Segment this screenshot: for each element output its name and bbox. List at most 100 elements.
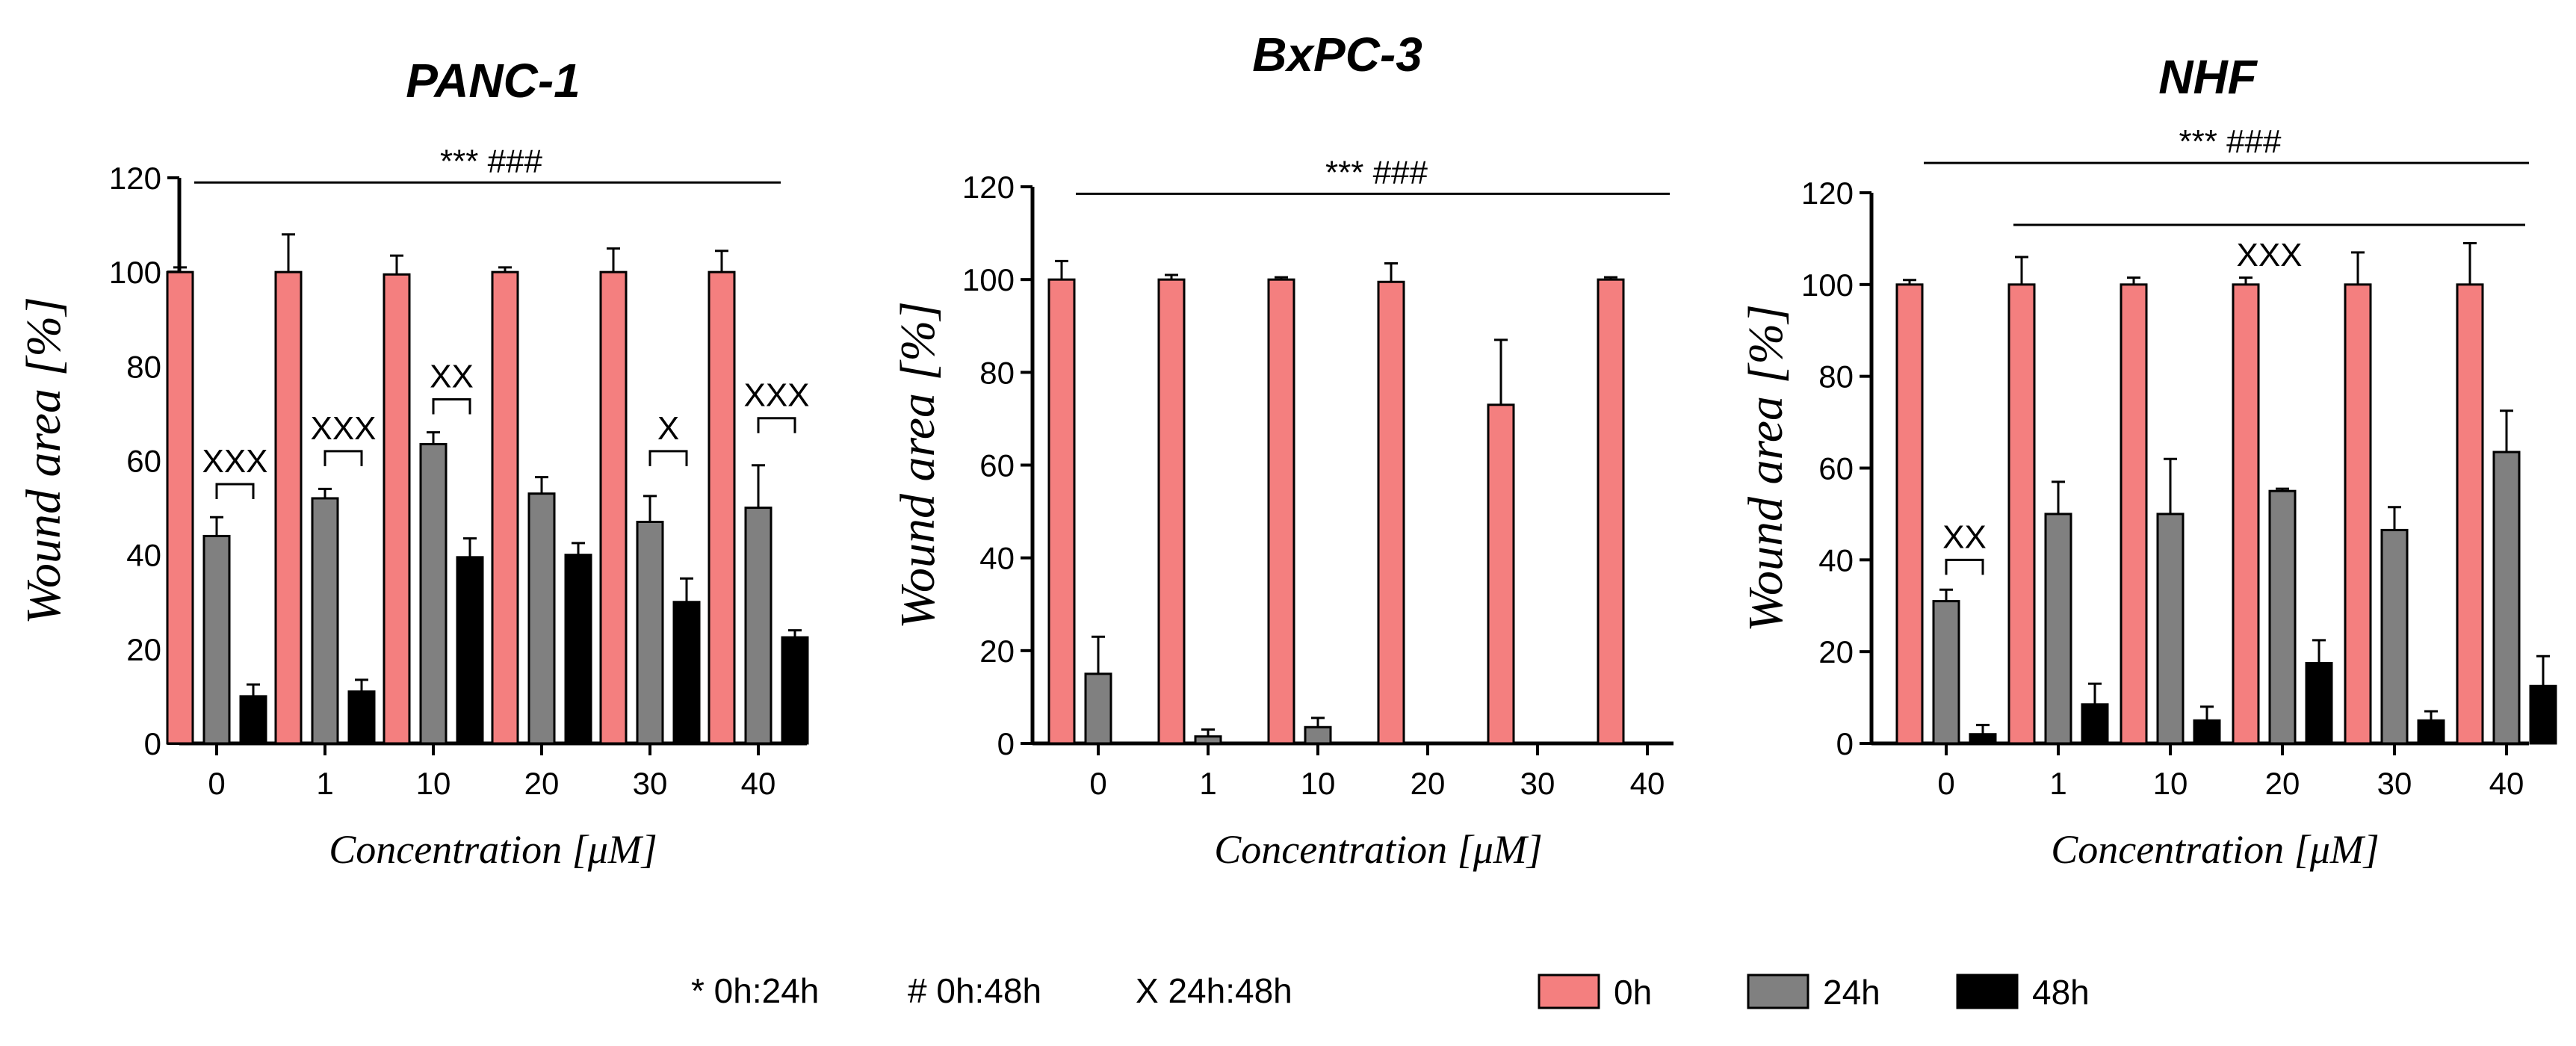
bar-24h [636, 521, 664, 745]
bar-48h [2193, 719, 2221, 745]
bracket-label: XXX [310, 410, 376, 447]
bar-48h [781, 636, 809, 745]
bar-24h [1304, 725, 1332, 745]
significance-label: *** ### [1325, 154, 1428, 191]
bar-24h [2492, 451, 2521, 745]
y-tick-label: 20 [126, 632, 161, 667]
significance-bracket [432, 397, 471, 415]
significance-bracket [323, 450, 363, 466]
x-tick-label: 30 [1520, 766, 1555, 801]
bar-0h [1487, 403, 1515, 745]
x-tick-label: 30 [2377, 766, 2412, 801]
significance-label: *** ### [2179, 123, 2282, 160]
x-tick-label: 10 [1301, 766, 1336, 801]
bar-48h [564, 554, 592, 745]
bracket-label: XX [1942, 519, 1987, 555]
bar-48h [239, 695, 267, 745]
x-tick-label: 20 [524, 766, 560, 801]
series-legend: 0h 24h 48h [1538, 973, 2090, 1012]
bar-48h [2529, 684, 2557, 745]
x-tick-label: 1 [1199, 766, 1216, 801]
significance-legend-item: # 0h:48h [908, 971, 1041, 1010]
bar-48h [456, 556, 484, 745]
y-tick-label: 80 [979, 355, 1015, 390]
y-tick-label: 60 [979, 448, 1015, 483]
x-tick-label: 0 [208, 766, 225, 801]
bar-24h [1194, 735, 1222, 745]
bar-48h [2305, 662, 2333, 745]
x-tick-label: 0 [1089, 766, 1106, 801]
significance-legend: * 0h:24h # 0h:48h X 24h:48h [691, 971, 1292, 1010]
x-tick-label: 0 [1937, 766, 1954, 801]
bar-0h [599, 270, 628, 745]
chart-title: PANC-1 [406, 54, 580, 108]
panel-bxpc-3: BxPC-3 0 20 40 60 80 100 120 0 1 10 20 30 40 Wound are… [891, 28, 1674, 872]
x-axis-label: Concentration [μM] [2051, 827, 2380, 872]
bar-24h [527, 492, 556, 745]
y-tick-label: 100 [962, 262, 1015, 297]
bar-24h [202, 534, 231, 745]
x-tick-label: 30 [633, 766, 668, 801]
legend-swatch-0h [1538, 974, 1600, 1009]
x-tick-label: 1 [316, 766, 333, 801]
significance-label: XXX [2236, 237, 2302, 273]
x-axis-label: Concentration [μM] [329, 827, 657, 872]
bracket-label: X [657, 410, 679, 447]
bar-24h [2268, 489, 2297, 745]
bar-0h [166, 270, 194, 745]
x-tick-label: 40 [2489, 766, 2524, 801]
bar-0h [2232, 283, 2260, 745]
bar-0h [2120, 283, 2148, 745]
x-tick-label: 10 [416, 766, 451, 801]
legend-swatch-24h [1747, 974, 1809, 1009]
y-tick-label: 0 [997, 726, 1015, 761]
bar-0h [1157, 278, 1186, 745]
y-tick-label: 40 [979, 541, 1015, 576]
bar-24h [2380, 528, 2409, 745]
bar-48h [347, 690, 376, 745]
y-tick-label: 80 [1818, 359, 1854, 394]
panel-panc-1: PANC-1 0 20 40 60 80 100 120 0 1 10 20 30 40 Wound are… [16, 54, 810, 872]
bar-0h [1597, 278, 1625, 745]
bar-0h [383, 273, 411, 745]
x-tick-label: 10 [2153, 766, 2188, 801]
y-tick-label: 60 [1818, 451, 1854, 486]
bar-0h [1267, 278, 1295, 745]
y-axis-label: Wound area [%] [891, 301, 945, 629]
y-axis-label: Wound area [%] [16, 297, 71, 625]
y-tick-label: 80 [126, 349, 161, 384]
legend-label-48h: 48h [2032, 973, 2090, 1012]
x-axis-label: Concentration [μM] [1214, 827, 1543, 872]
y-tick-label: 100 [1801, 267, 1854, 303]
x-tick-label: 40 [1630, 766, 1665, 801]
bar-0h [708, 270, 736, 745]
panel-nhf: NHF 0 20 40 60 80 100 120 0 1 10 20 30 40 Wound area [… [1739, 50, 2557, 872]
bar-0h [2456, 283, 2484, 745]
bar-48h [2081, 703, 2109, 745]
x-tick-label: 20 [2265, 766, 2300, 801]
y-tick-label: 120 [962, 170, 1015, 205]
y-tick-label: 40 [1818, 542, 1854, 578]
x-tick-label: 40 [741, 766, 776, 801]
bracket-label: XX [430, 358, 474, 394]
y-tick-label: 0 [1836, 726, 1854, 761]
bar-0h [1047, 278, 1076, 745]
significance-label: *** ### [440, 143, 543, 179]
bar-0h [2007, 283, 2036, 745]
bar-24h [2156, 513, 2185, 745]
legend-swatch-48h [1956, 974, 2019, 1009]
significance-legend-item: X 24h:48h [1136, 971, 1292, 1010]
y-tick-label: 120 [1801, 176, 1854, 211]
bar-24h [1932, 600, 1960, 745]
bar-0h [1377, 280, 1405, 745]
y-tick-label: 0 [144, 726, 161, 761]
bar-24h [2044, 513, 2072, 745]
y-tick-label: 60 [126, 444, 161, 479]
bar-0h [2344, 283, 2372, 745]
y-tick-label: 20 [1818, 634, 1854, 669]
bar-48h [1969, 733, 1997, 745]
bar-0h [274, 270, 303, 745]
legend-label-0h: 0h [1614, 973, 1652, 1012]
chart-title: NHF [2158, 50, 2258, 104]
